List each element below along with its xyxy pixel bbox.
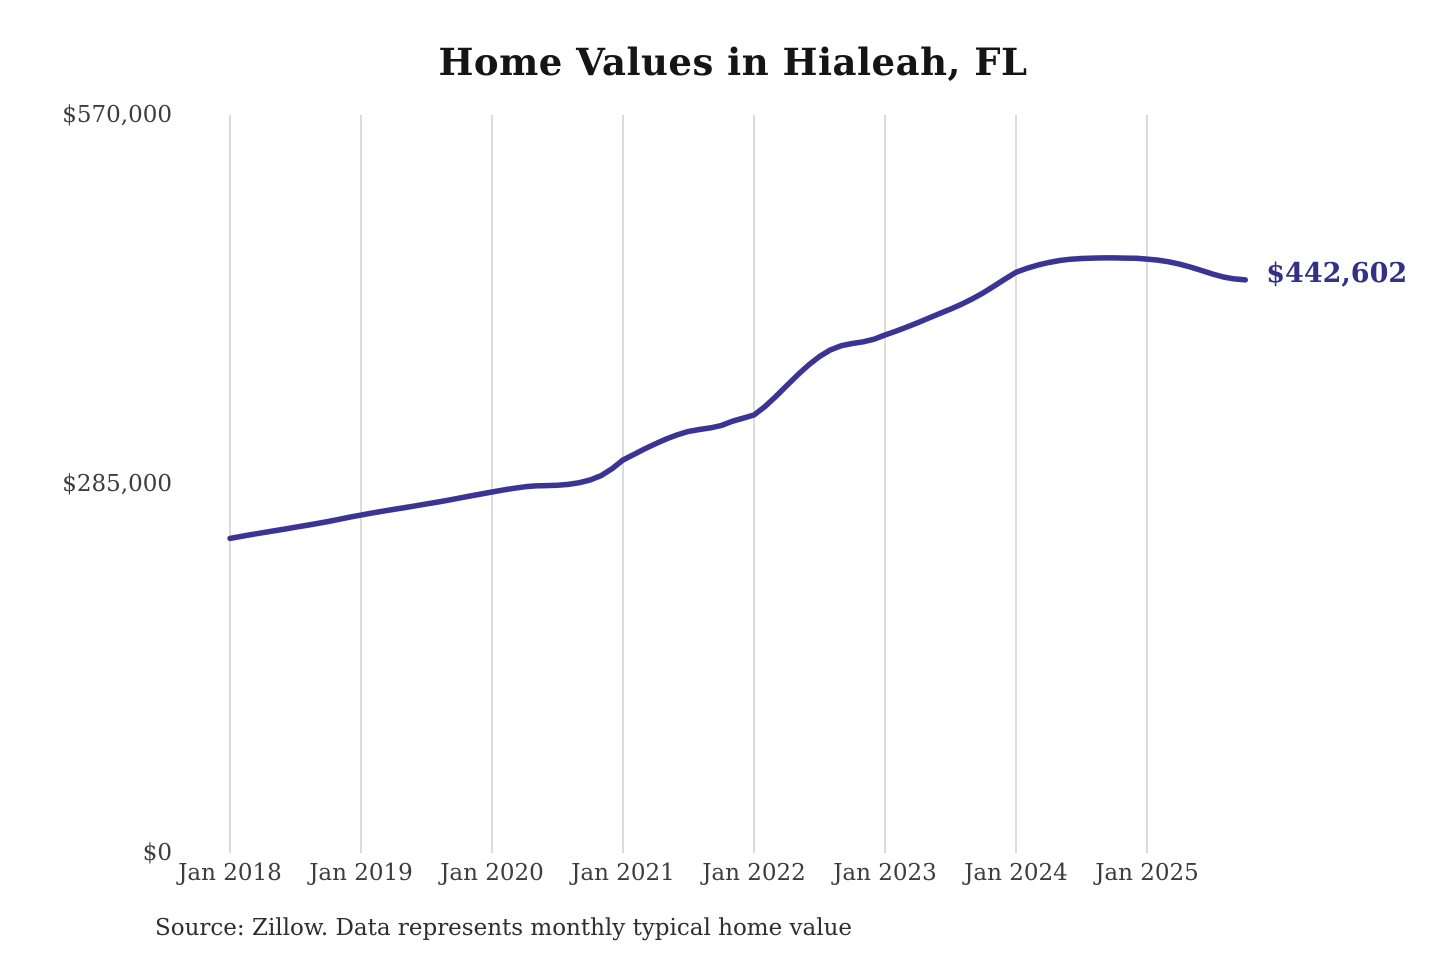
x-tick-label: Jan 2020 [440,860,544,886]
chart-title: Home Values in Hialeah, FL [438,40,1028,84]
current-value-label: $442,602 [1266,257,1408,289]
x-tick-label: Jan 2023 [833,860,937,886]
gridlines [229,115,1148,853]
x-tick-label: Jan 2024 [964,860,1068,886]
x-tick-label: Jan 2022 [702,860,806,886]
y-tick-label: $285,000 [62,471,172,497]
y-tick-label: $570,000 [62,102,172,128]
home-value-line [227,255,1249,542]
y-tick-label: $0 [142,840,172,866]
x-tick-label: Jan 2021 [571,860,675,886]
x-tick-label: Jan 2018 [178,860,282,886]
x-tick-label: Jan 2025 [1095,860,1199,886]
x-tick-label: Jan 2019 [309,860,413,886]
source-note: Source: Zillow. Data represents monthly … [155,915,853,941]
